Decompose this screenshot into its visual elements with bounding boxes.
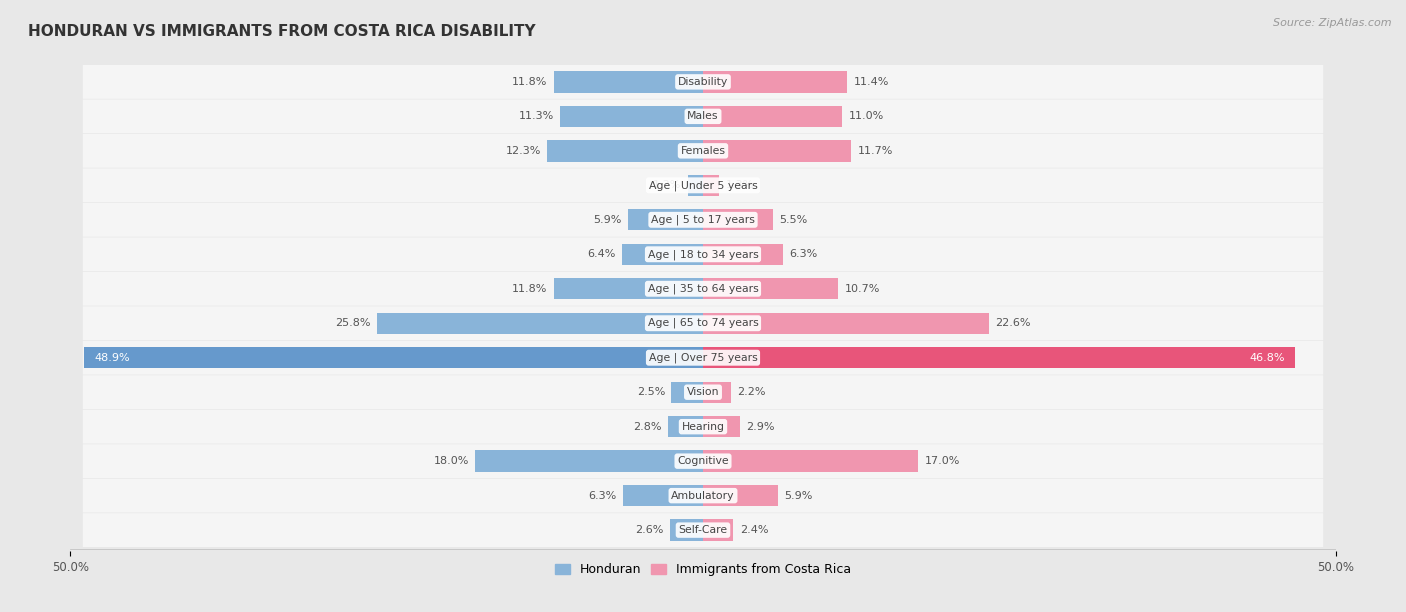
Bar (688, 174, 703, 196)
FancyBboxPatch shape (83, 100, 1323, 133)
Text: 1.2%: 1.2% (654, 181, 682, 190)
Text: 46.8%: 46.8% (1250, 353, 1285, 363)
Bar (554, 71, 703, 92)
Bar (628, 209, 703, 231)
Bar (703, 381, 731, 403)
FancyBboxPatch shape (83, 479, 1323, 512)
Text: 22.6%: 22.6% (995, 318, 1031, 328)
Bar (703, 106, 842, 127)
Text: 11.8%: 11.8% (512, 77, 547, 87)
Bar (84, 347, 703, 368)
Text: 1.3%: 1.3% (725, 181, 754, 190)
Text: 11.7%: 11.7% (858, 146, 893, 156)
Legend: Honduran, Immigrants from Costa Rica: Honduran, Immigrants from Costa Rica (550, 558, 856, 581)
Text: 2.9%: 2.9% (747, 422, 775, 431)
Text: 11.0%: 11.0% (849, 111, 884, 121)
Text: 5.9%: 5.9% (593, 215, 621, 225)
Text: Source: ZipAtlas.com: Source: ZipAtlas.com (1274, 18, 1392, 28)
Bar (703, 520, 734, 541)
FancyBboxPatch shape (83, 203, 1323, 237)
Text: 11.8%: 11.8% (512, 284, 547, 294)
Text: 18.0%: 18.0% (433, 456, 468, 466)
Text: 2.4%: 2.4% (740, 525, 768, 535)
FancyBboxPatch shape (83, 272, 1323, 305)
Text: 5.5%: 5.5% (779, 215, 807, 225)
Bar (703, 244, 783, 265)
Bar (623, 485, 703, 506)
FancyBboxPatch shape (83, 237, 1323, 271)
Text: 2.6%: 2.6% (636, 525, 664, 535)
FancyBboxPatch shape (83, 375, 1323, 409)
FancyBboxPatch shape (83, 410, 1323, 444)
Text: Age | 35 to 64 years: Age | 35 to 64 years (648, 283, 758, 294)
FancyBboxPatch shape (83, 444, 1323, 478)
Bar (672, 381, 703, 403)
Bar (668, 416, 703, 438)
Text: Ambulatory: Ambulatory (671, 491, 735, 501)
Text: Disability: Disability (678, 77, 728, 87)
Text: Age | Over 75 years: Age | Over 75 years (648, 353, 758, 363)
Text: 25.8%: 25.8% (335, 318, 370, 328)
FancyBboxPatch shape (83, 341, 1323, 375)
Bar (703, 278, 838, 299)
Bar (703, 485, 778, 506)
Text: 17.0%: 17.0% (925, 456, 960, 466)
Bar (377, 313, 703, 334)
Bar (621, 244, 703, 265)
Text: Hearing: Hearing (682, 422, 724, 431)
FancyBboxPatch shape (83, 134, 1323, 168)
Text: 11.3%: 11.3% (519, 111, 554, 121)
Text: Self-Care: Self-Care (679, 525, 727, 535)
Text: Females: Females (681, 146, 725, 156)
Bar (560, 106, 703, 127)
Text: 2.2%: 2.2% (737, 387, 766, 397)
Bar (547, 140, 703, 162)
Text: 11.4%: 11.4% (853, 77, 889, 87)
Bar (703, 450, 918, 472)
Text: Age | 65 to 74 years: Age | 65 to 74 years (648, 318, 758, 329)
Text: 48.9%: 48.9% (94, 353, 129, 363)
Bar (703, 416, 740, 438)
Text: 10.7%: 10.7% (845, 284, 880, 294)
Text: 6.4%: 6.4% (588, 249, 616, 259)
Text: Age | 5 to 17 years: Age | 5 to 17 years (651, 215, 755, 225)
Bar (703, 209, 773, 231)
Text: Cognitive: Cognitive (678, 456, 728, 466)
FancyBboxPatch shape (83, 168, 1323, 202)
Text: HONDURAN VS IMMIGRANTS FROM COSTA RICA DISABILITY: HONDURAN VS IMMIGRANTS FROM COSTA RICA D… (28, 24, 536, 40)
Text: Age | 18 to 34 years: Age | 18 to 34 years (648, 249, 758, 259)
Bar (703, 71, 848, 92)
Bar (554, 278, 703, 299)
Bar (671, 520, 703, 541)
Text: 12.3%: 12.3% (506, 146, 541, 156)
Text: Vision: Vision (686, 387, 720, 397)
Text: 6.3%: 6.3% (789, 249, 817, 259)
FancyBboxPatch shape (83, 513, 1323, 547)
Bar (475, 450, 703, 472)
Text: 2.5%: 2.5% (637, 387, 665, 397)
Text: 2.8%: 2.8% (633, 422, 661, 431)
Bar (703, 313, 988, 334)
FancyBboxPatch shape (83, 65, 1323, 99)
Bar (703, 174, 720, 196)
Text: 6.3%: 6.3% (589, 491, 617, 501)
Text: Males: Males (688, 111, 718, 121)
Text: Age | Under 5 years: Age | Under 5 years (648, 180, 758, 190)
Bar (703, 347, 1295, 368)
FancyBboxPatch shape (83, 307, 1323, 340)
Text: 5.9%: 5.9% (785, 491, 813, 501)
Bar (703, 140, 851, 162)
